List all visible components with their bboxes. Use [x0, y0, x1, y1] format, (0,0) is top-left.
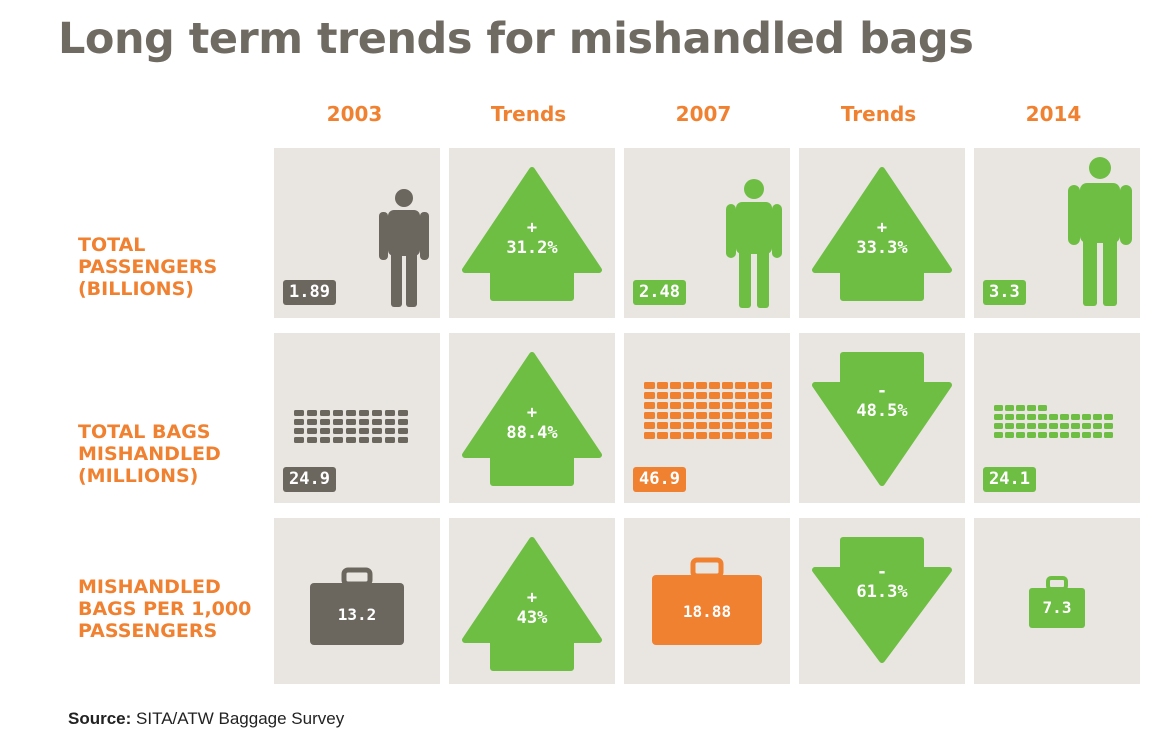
suitcase-value: 18.88	[682, 602, 732, 621]
cell-passengers-2007: 2.48	[624, 148, 790, 318]
page-title: Long term trends for mishandled bags	[58, 14, 974, 64]
suitcase-icon	[310, 567, 404, 645]
row-label-line: TOTAL	[78, 234, 146, 256]
up-arrow-icon	[462, 167, 602, 301]
row-label-line: TOTAL BAGS	[78, 421, 211, 443]
cell-bags-trend-1: + 88.4%	[449, 333, 615, 503]
bag-grid-icon	[994, 405, 1113, 438]
cell-passengers-2003: 1.89	[274, 148, 440, 318]
bag-grid-icon	[644, 382, 772, 439]
person-icon	[379, 189, 429, 307]
value-badge: 24.1	[983, 467, 1036, 492]
source-label: Source:	[68, 709, 132, 728]
row-label-total-bags-mishandled: TOTAL BAGS MISHANDLED (MILLIONS)	[78, 421, 221, 487]
row-label-line: (BILLIONS)	[78, 278, 194, 300]
trend-sign: +	[526, 403, 538, 423]
cell-bags-2003: 24.9	[274, 333, 440, 503]
trend-value: 43%	[516, 608, 548, 628]
trend-sign: +	[526, 218, 538, 238]
value-badge: 46.9	[633, 467, 686, 492]
column-header-2007: 2007	[675, 102, 732, 126]
trend-sign: -	[876, 381, 888, 401]
cell-passengers-trend-2: + 33.3%	[799, 148, 965, 318]
cell-bags-2014: 24.1	[974, 333, 1140, 503]
suitcase-value: 7.3	[1042, 598, 1072, 617]
cell-per1000-trend-2: - 61.3%	[799, 518, 965, 684]
trend-value: 88.4%	[506, 423, 558, 443]
row-label-line: PASSENGERS	[78, 256, 218, 278]
source-text: SITA/ATW Baggage Survey	[136, 709, 345, 728]
suitcase-value: 13.2	[337, 605, 377, 624]
column-header-trends-2: Trends	[840, 102, 917, 126]
cell-bags-2007: 46.9	[624, 333, 790, 503]
up-arrow-icon	[812, 167, 952, 301]
cell-bags-trend-2: - 48.5%	[799, 333, 965, 503]
suitcase-icon	[652, 557, 762, 645]
value-badge: 1.89	[283, 280, 336, 305]
column-header-trends-1: Trends	[490, 102, 567, 126]
trend-value: 61.3%	[856, 582, 908, 602]
cell-passengers-2014: 3.3	[974, 148, 1140, 318]
bag-grid-icon	[294, 410, 408, 443]
down-arrow-icon	[812, 537, 952, 663]
trend-value: 33.3%	[856, 238, 908, 258]
trend-sign: +	[526, 588, 538, 608]
column-header-2014: 2014	[1025, 102, 1082, 126]
cell-per1000-trend-1: + 43%	[449, 518, 615, 684]
value-badge: 2.48	[633, 280, 686, 305]
person-icon	[1068, 157, 1132, 306]
cell-per1000-2007: 18.88	[624, 518, 790, 684]
source-note: Source: SITA/ATW Baggage Survey	[68, 709, 344, 729]
trend-sign: -	[876, 562, 888, 582]
column-header-2003: 2003	[326, 102, 383, 126]
suitcase-icon	[1029, 576, 1085, 628]
trend-value: 31.2%	[506, 238, 558, 258]
value-badge: 3.3	[983, 280, 1026, 305]
row-label-line: (MILLIONS)	[78, 465, 199, 487]
cell-per1000-2003: 13.2	[274, 518, 440, 684]
row-label-line: MISHANDLED	[78, 443, 221, 465]
person-icon	[726, 179, 782, 308]
row-label-total-passengers: TOTAL PASSENGERS (BILLIONS)	[78, 234, 217, 300]
value-badge: 24.9	[283, 467, 336, 492]
cell-per1000-2014: 7.3	[974, 518, 1140, 684]
down-arrow-icon	[812, 352, 952, 486]
row-label-line: PASSENGERS	[78, 620, 218, 642]
up-arrow-icon	[462, 537, 602, 671]
row-label-line: BAGS PER 1,000	[78, 598, 252, 620]
trend-value: 48.5%	[856, 401, 908, 421]
row-label-bags-per-1000: MISHANDLED BAGS PER 1,000 PASSENGERS	[78, 576, 251, 642]
cell-passengers-trend-1: + 31.2%	[449, 148, 615, 318]
row-label-line: MISHANDLED	[78, 576, 221, 598]
up-arrow-icon	[462, 352, 602, 486]
trend-sign: +	[876, 218, 888, 238]
